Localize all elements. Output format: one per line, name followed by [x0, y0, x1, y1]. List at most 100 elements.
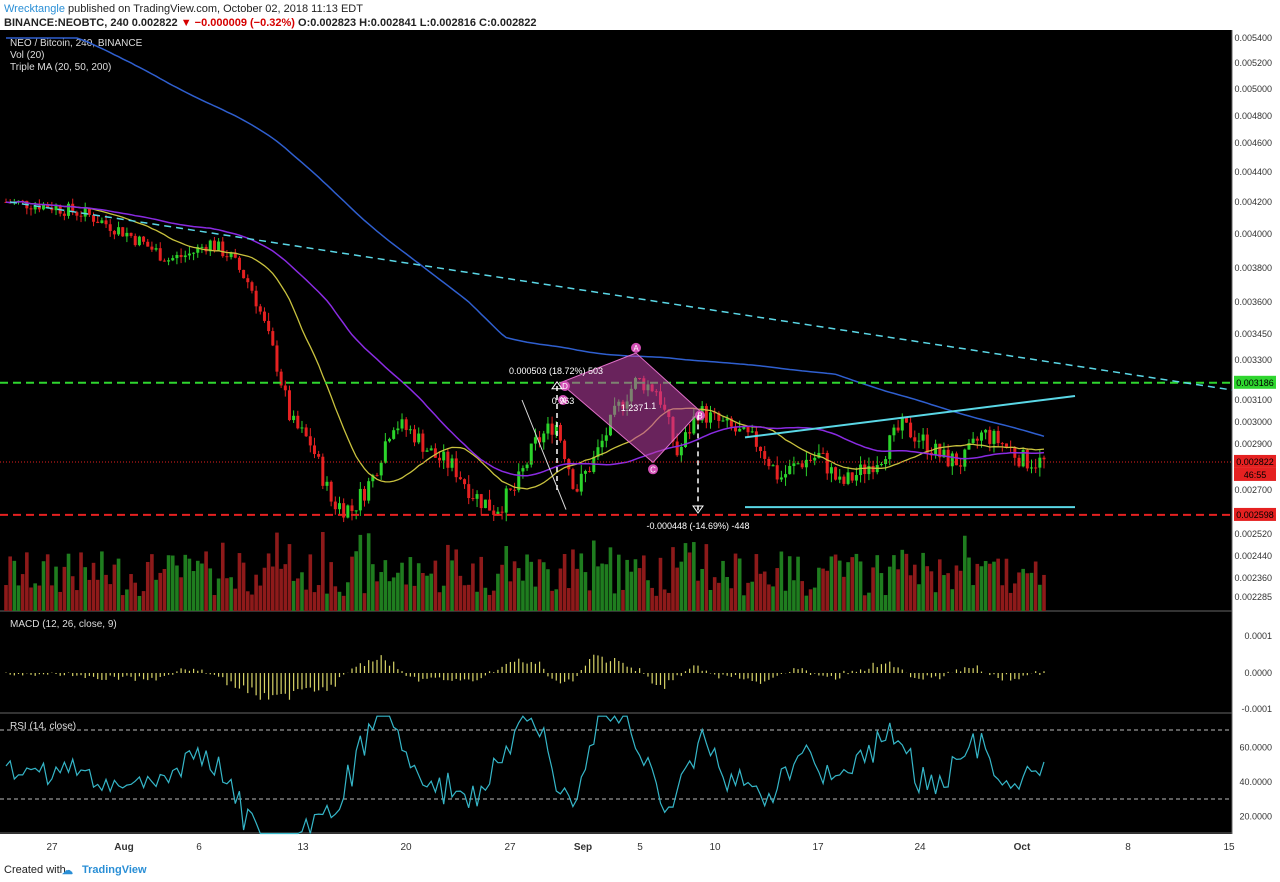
- pattern-ratio-label: 1.1: [644, 401, 657, 411]
- candle-body: [909, 422, 913, 438]
- volume-bar: [504, 546, 509, 611]
- candle-body: [984, 429, 988, 433]
- candle-body: [350, 505, 354, 512]
- volume-bar: [12, 560, 17, 611]
- volume-bar: [687, 552, 692, 611]
- volume-bar: [629, 571, 634, 611]
- author-link[interactable]: Wrecktangle: [4, 3, 65, 15]
- volume-bar: [346, 582, 350, 611]
- down-arrow-icon: ▼: [180, 17, 192, 29]
- volume-bar: [354, 551, 358, 611]
- volume-bar: [195, 560, 200, 611]
- rsi-title: RSI (14, close): [10, 721, 76, 732]
- candle-body: [925, 434, 929, 453]
- candle-body: [433, 448, 437, 458]
- volume-bar: [737, 558, 742, 611]
- pattern-point-label: X: [560, 396, 566, 405]
- candle-body: [413, 429, 417, 443]
- volume-bar: [1025, 573, 1030, 611]
- volume-bar: [554, 589, 559, 611]
- candle-body: [867, 466, 871, 475]
- volume-bar: [462, 585, 467, 611]
- candle-body: [788, 465, 792, 475]
- candle-body: [779, 477, 783, 480]
- candle-body: [417, 433, 421, 443]
- volume-bar: [358, 534, 363, 611]
- volume-bar: [550, 590, 554, 611]
- volume-bar: [887, 566, 892, 611]
- candle-body: [563, 440, 567, 460]
- volume-bar: [83, 567, 88, 611]
- volume-bar: [1004, 558, 1009, 611]
- volume-bar: [291, 580, 296, 611]
- candle-body: [42, 204, 46, 210]
- volume-bar: [75, 590, 79, 611]
- volume-bar: [858, 561, 863, 611]
- candle-body: [742, 426, 746, 429]
- candle-body: [809, 459, 813, 461]
- candle-body: [1004, 443, 1008, 447]
- volume-bar: [775, 568, 780, 611]
- candle-body: [804, 459, 808, 468]
- candle-body: [62, 213, 66, 216]
- volume-bar: [54, 566, 58, 611]
- volume-bar: [558, 568, 563, 611]
- candle-body: [946, 449, 950, 467]
- macd-tick-label: 0.0000: [1244, 668, 1272, 678]
- volume-bar: [546, 569, 550, 611]
- volume-bar: [975, 563, 980, 611]
- candle-body: [996, 430, 1000, 444]
- candle-body: [500, 511, 504, 513]
- candle-body: [312, 445, 316, 455]
- ma50-line: [5, 200, 1045, 477]
- volume-bar: [958, 570, 963, 611]
- candle-body: [375, 475, 379, 477]
- candle-body: [225, 256, 229, 258]
- volume-bar: [667, 592, 671, 611]
- candle-body: [825, 452, 829, 474]
- volume-bar: [967, 557, 971, 611]
- pattern-point-label: C: [650, 465, 656, 474]
- candle-body: [729, 418, 733, 427]
- volume-bar: [787, 556, 792, 611]
- volume-bar: [783, 590, 788, 611]
- volume-bar: [308, 554, 313, 611]
- volume-bar: [954, 565, 959, 611]
- drawn-line: [521, 399, 567, 510]
- volume-bar: [929, 571, 934, 611]
- measure-down-label: -0.000448 (-14.69%) -448: [646, 521, 749, 531]
- volume-bar: [120, 595, 125, 611]
- volume-bar: [625, 559, 629, 611]
- price-tick-label: 0.005000: [1234, 84, 1272, 94]
- chart-header: Wrecktangle published on TradingView.com…: [0, 0, 1280, 30]
- candle-body: [229, 252, 233, 258]
- volume-bar: [37, 585, 42, 611]
- candle-body: [183, 255, 187, 258]
- volume-bar: [329, 562, 333, 611]
- time-tick-label: Aug: [114, 842, 133, 853]
- volume-bar: [450, 560, 454, 611]
- chart-canvas[interactable]: 0.005400 0.005200 0.005000 0.004800 0.004600…: [0, 30, 1280, 858]
- volume-bar: [350, 556, 354, 611]
- volume-bar: [762, 571, 767, 611]
- candle-body: [863, 464, 867, 475]
- candle-body: [296, 415, 300, 429]
- ohlc-values: O:0.002823 H:0.002841 L:0.002816 C:0.002…: [298, 17, 537, 29]
- rsi-line: [5, 715, 1045, 835]
- tradingview-brand[interactable]: TradingView: [82, 864, 147, 876]
- candle-body: [133, 235, 137, 246]
- volume-bar: [521, 580, 525, 611]
- volume-bar: [487, 594, 492, 611]
- candle-body: [754, 431, 758, 447]
- candle-body: [600, 440, 604, 448]
- volume-bar: [675, 567, 679, 611]
- volume-bar: [883, 595, 888, 611]
- candle-body: [604, 435, 608, 441]
- created-with-text: Created with: [4, 864, 66, 876]
- volume-bar: [587, 590, 592, 611]
- candle-body: [871, 466, 875, 473]
- volume-bar: [779, 551, 784, 611]
- rsi-tick-label: 60.0000: [1239, 742, 1272, 752]
- candle-body: [333, 501, 337, 510]
- volume-bar: [225, 578, 229, 611]
